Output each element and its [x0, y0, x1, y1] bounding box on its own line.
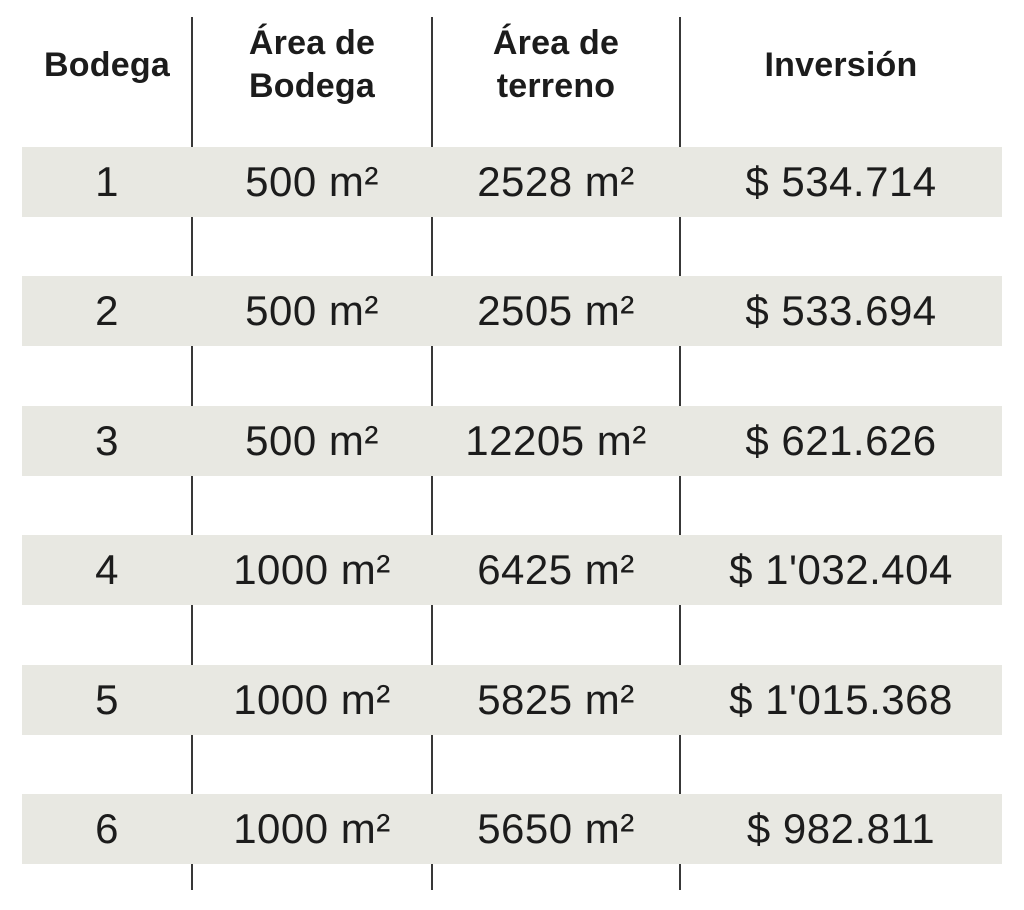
table-row: 4 1000 m² 6425 m² $ 1'032.404 [22, 535, 1002, 605]
cell-inversion: $ 1'015.368 [729, 676, 953, 723]
cell-area-terreno: 5650 m² [477, 805, 635, 852]
cell-bodega: 1 [95, 158, 119, 205]
table-header-row: Bodega Área de Bodega Área de terreno In… [22, 6, 1002, 124]
cell-area-bodega: 500 m² [245, 287, 379, 334]
cell-area-bodega: 500 m² [245, 417, 379, 464]
table-row: 6 1000 m² 5650 m² $ 982.811 [22, 794, 1002, 864]
cell-inversion: $ 621.626 [745, 417, 937, 464]
column-header-bodega: Bodega [44, 45, 170, 84]
cell-inversion: $ 533.694 [745, 287, 937, 334]
cell-inversion: $ 534.714 [745, 158, 937, 205]
cell-bodega: 3 [95, 417, 119, 464]
cell-bodega: 2 [95, 287, 119, 334]
column-header-inversion: Inversión [764, 45, 918, 84]
cell-bodega: 5 [95, 676, 119, 723]
table-row: 2 500 m² 2505 m² $ 533.694 [22, 276, 1002, 346]
cell-bodega: 4 [95, 546, 119, 593]
column-header-area-bodega: Área de Bodega [248, 24, 376, 105]
cell-area-bodega: 1000 m² [233, 546, 391, 593]
table-row: 5 1000 m² 5825 m² $ 1'015.368 [22, 665, 1002, 735]
cell-area-terreno: 12205 m² [465, 417, 647, 464]
cell-area-terreno: 2505 m² [477, 287, 635, 334]
table-row: 1 500 m² 2528 m² $ 534.714 [22, 147, 1002, 217]
column-header-area-terreno: Área de terreno [492, 24, 620, 105]
table-row: 3 500 m² 12205 m² $ 621.626 [22, 406, 1002, 476]
cell-bodega: 6 [95, 805, 119, 852]
cell-area-bodega: 500 m² [245, 158, 379, 205]
cell-area-terreno: 2528 m² [477, 158, 635, 205]
cell-inversion: $ 982.811 [746, 805, 936, 852]
cell-area-terreno: 6425 m² [477, 546, 635, 593]
cell-inversion: $ 1'032.404 [729, 546, 953, 593]
cell-area-bodega: 1000 m² [233, 805, 391, 852]
cell-area-terreno: 5825 m² [477, 676, 635, 723]
cell-area-bodega: 1000 m² [233, 676, 391, 723]
